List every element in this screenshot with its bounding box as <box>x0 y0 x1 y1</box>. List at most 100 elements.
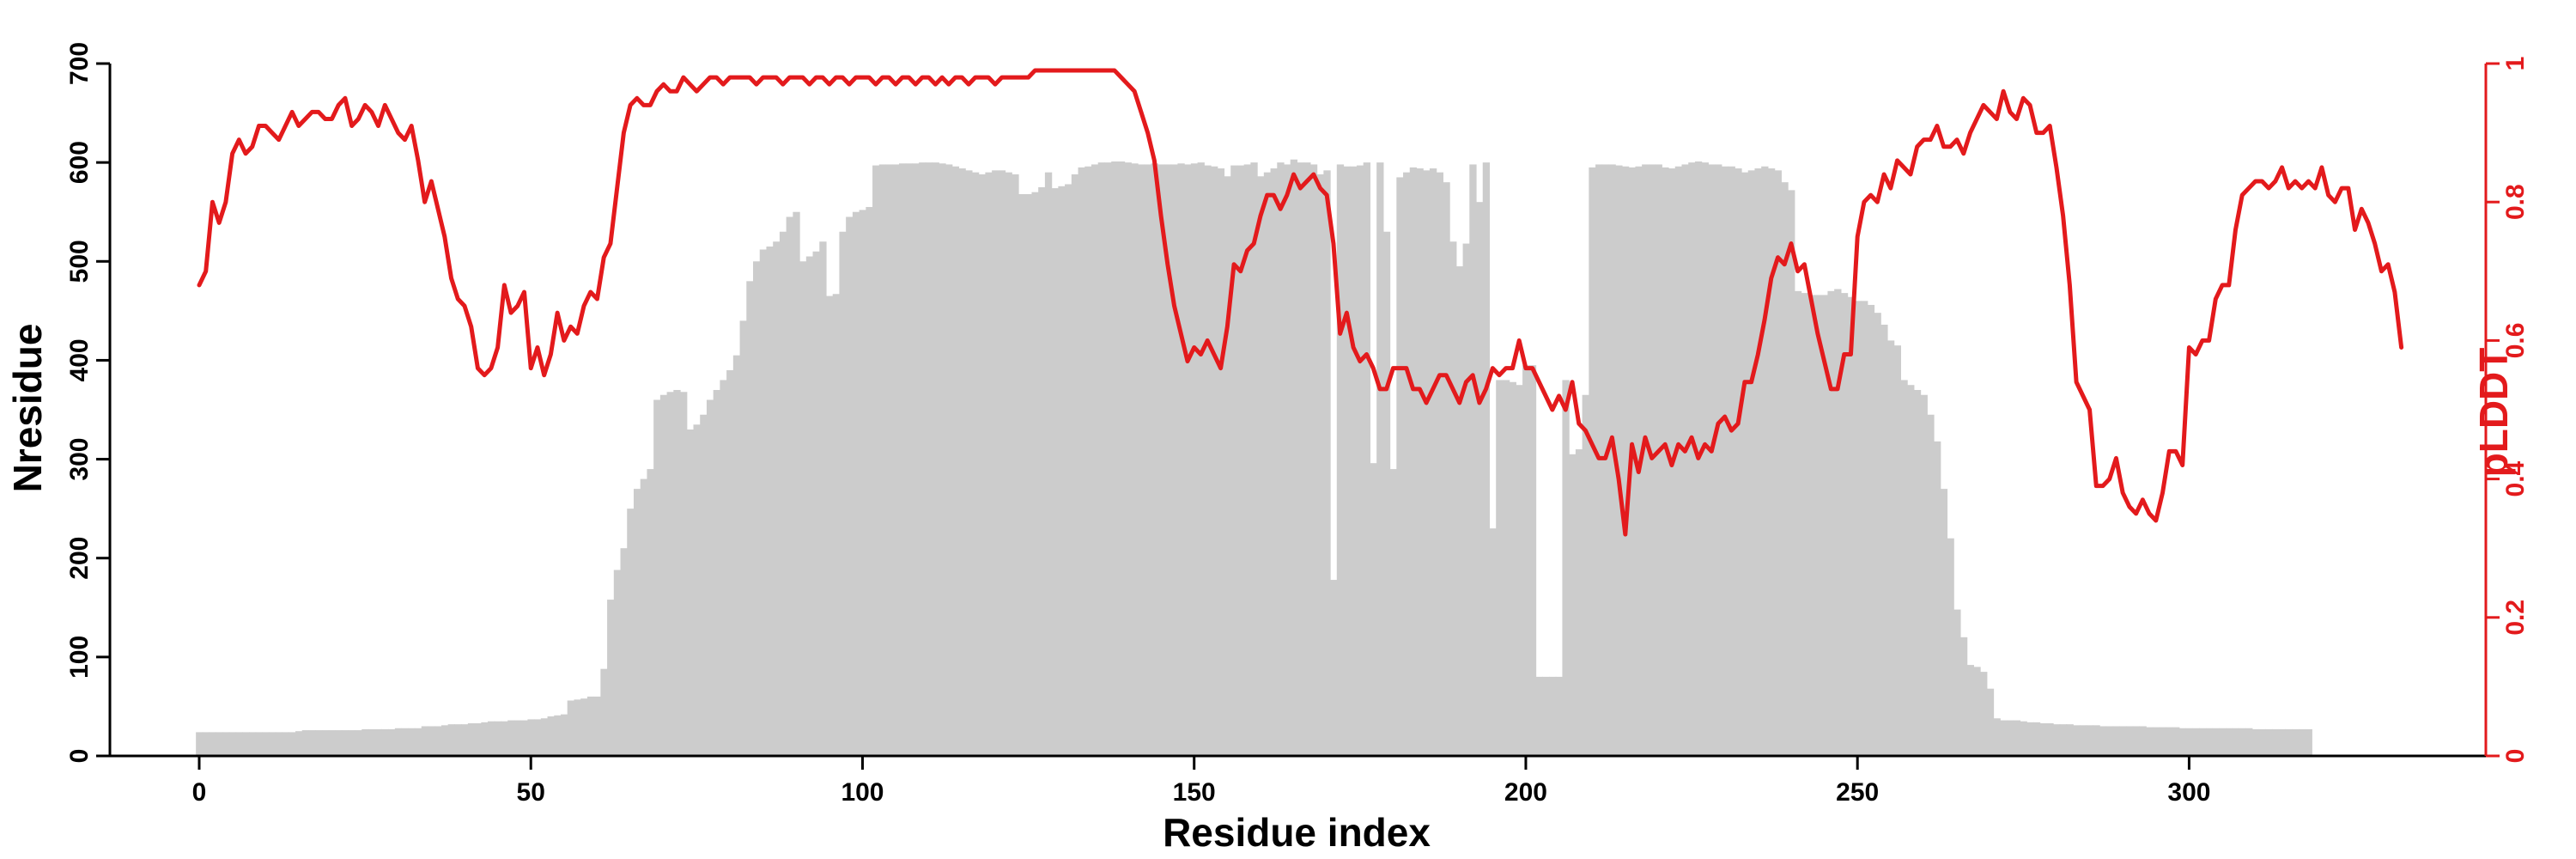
bar <box>1177 163 1185 757</box>
bar <box>1509 381 1516 756</box>
bar <box>1250 162 1258 756</box>
bar <box>1893 345 1901 756</box>
x-axis-title: Residue index <box>1163 810 1431 855</box>
bar <box>1953 609 1961 756</box>
bar <box>739 320 747 756</box>
bar <box>2000 720 2008 756</box>
bar <box>746 281 754 756</box>
bar <box>1144 164 1152 756</box>
bar <box>1642 164 1649 756</box>
bar <box>507 720 515 756</box>
bar <box>1934 441 1941 756</box>
bar <box>1284 164 1291 756</box>
bar <box>222 732 230 756</box>
bar <box>368 728 376 756</box>
bar <box>2032 722 2041 756</box>
bar <box>878 164 887 756</box>
bar <box>289 732 296 756</box>
bar <box>1861 301 1868 757</box>
bar <box>321 730 330 756</box>
bar <box>2185 728 2193 756</box>
bar <box>554 715 562 756</box>
bar <box>1236 165 1245 757</box>
bar <box>846 216 854 757</box>
bar <box>666 392 674 756</box>
bar <box>1257 176 1265 756</box>
bar <box>434 726 442 756</box>
bar <box>1356 165 1364 757</box>
y-tick-label: 200 <box>65 537 94 580</box>
bar <box>1370 463 1377 756</box>
bar <box>1886 340 1895 756</box>
bar <box>1542 676 1550 756</box>
bar <box>2212 728 2220 756</box>
bar <box>1138 164 1145 756</box>
x-tick-label: 150 <box>1173 778 1216 807</box>
bar <box>992 170 999 757</box>
bar <box>1820 295 1829 756</box>
bar <box>513 720 522 756</box>
bar <box>965 170 973 757</box>
bar <box>408 728 416 756</box>
bar <box>607 600 615 756</box>
bar <box>301 730 310 756</box>
x-tick-label: 200 <box>1504 778 1547 807</box>
x-tick-label: 100 <box>841 778 884 807</box>
bar <box>1031 192 1039 756</box>
bar <box>228 732 237 756</box>
y2-tick-label: 0.6 <box>2501 323 2530 359</box>
bar <box>2112 726 2120 756</box>
nresidue-bars <box>196 159 2312 757</box>
bar <box>1469 164 1477 756</box>
axes: 0 50 100 150 200 250 300 0 100 200 300 400 500 600 700… <box>65 42 2530 807</box>
bar <box>1389 469 1397 756</box>
bar <box>2099 726 2107 756</box>
bar <box>1900 380 1908 756</box>
bar <box>1966 665 1974 756</box>
bar <box>1516 385 1523 756</box>
x-tick-label: 300 <box>2167 778 2210 807</box>
bar <box>1455 266 1464 756</box>
bar <box>819 241 827 756</box>
bar <box>1091 164 1099 756</box>
bar <box>1277 162 1285 756</box>
bar <box>1880 324 1888 756</box>
bar <box>1044 172 1053 756</box>
bar <box>1548 676 1557 756</box>
bar <box>428 726 435 756</box>
bar <box>593 696 601 756</box>
bar <box>1688 162 1696 756</box>
bar <box>1774 170 1782 757</box>
bar <box>1615 165 1623 757</box>
bar <box>2105 726 2114 756</box>
bar <box>534 719 542 756</box>
bar <box>2305 728 2312 756</box>
bar <box>600 668 608 756</box>
bar <box>501 721 508 756</box>
bar <box>574 699 581 756</box>
bar <box>825 295 834 757</box>
bar <box>919 162 927 756</box>
y-tick-label: 300 <box>65 438 94 481</box>
bar <box>1190 163 1199 757</box>
bar <box>1562 380 1570 756</box>
bar <box>1403 172 1411 756</box>
bar <box>898 163 907 757</box>
bar <box>1084 166 1092 756</box>
bar <box>1297 162 1304 756</box>
bar <box>753 261 761 756</box>
y2-tick-label: 0.2 <box>2501 600 2530 636</box>
bar <box>1569 454 1577 756</box>
bar <box>2086 725 2094 756</box>
bar <box>1197 162 1205 756</box>
bar <box>1363 162 1371 756</box>
bar <box>1051 188 1059 756</box>
bar <box>2146 727 2154 756</box>
bar <box>2205 728 2214 756</box>
bar <box>1913 389 1922 756</box>
bar <box>580 698 588 756</box>
bar <box>2079 725 2087 756</box>
bar <box>872 165 880 757</box>
bar <box>1927 414 1935 756</box>
